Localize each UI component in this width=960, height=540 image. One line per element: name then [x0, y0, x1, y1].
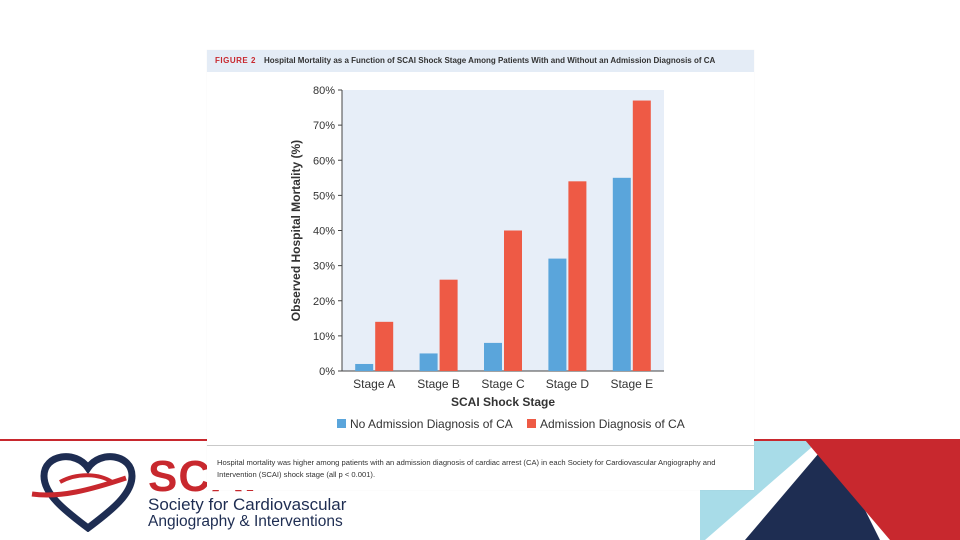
bar-no-ca — [484, 342, 502, 371]
bar-ca — [504, 230, 522, 371]
logo-tagline-line2: Angiography & Interventions — [148, 513, 343, 530]
heart-logo-icon — [31, 453, 136, 532]
y-tick-label: 0% — [319, 366, 335, 378]
x-tick-label: Stage B — [417, 377, 460, 391]
legend-label: No Admission Diagnosis of CA — [350, 417, 513, 431]
bar-no-ca — [612, 177, 631, 371]
figure-label: FIGURE 2 — [215, 56, 256, 65]
legend-swatch — [527, 419, 536, 428]
y-tick-label: 60% — [313, 155, 335, 167]
plot-background — [342, 90, 664, 371]
scai-logo: SCAI Society for Cardiovascular Angiogra… — [30, 452, 360, 538]
red-shape — [805, 440, 960, 540]
figure-header: FIGURE 2 Hospital Mortality as a Functio… — [207, 50, 754, 72]
bar-no-ca — [548, 258, 567, 371]
x-tick-label: Stage E — [610, 377, 653, 391]
figure-caption: Hospital mortality was higher among pati… — [217, 458, 716, 479]
logo-tagline-line1: Society for Cardiovascular — [148, 495, 347, 514]
navy-triangle-shape — [745, 440, 880, 540]
bar-no-ca — [419, 353, 438, 371]
bar-ca — [568, 181, 587, 371]
bar-ca — [375, 321, 394, 371]
y-tick-label: 50% — [313, 190, 335, 202]
figure-card: FIGURE 2 Hospital Mortality as a Functio… — [207, 50, 754, 490]
chart-legend: No Admission Diagnosis of CA Admission Di… — [337, 417, 685, 431]
caption-divider — [207, 445, 754, 446]
bar-no-ca — [355, 363, 374, 371]
x-axis-title: SCAI Shock Stage — [451, 395, 555, 409]
x-tick-label: Stage C — [481, 377, 525, 391]
y-tick-label: 40% — [313, 226, 335, 238]
bar-chart: 0% 10% 20% 30% 40% 50% 60% 70% 80% Stage A Stage … — [289, 85, 685, 431]
y-tick-label: 70% — [313, 120, 335, 132]
legend-label: Admission Diagnosis of CA — [540, 417, 685, 431]
figure-title: Hospital Mortality as a Function of SCAI… — [264, 56, 716, 65]
x-tick-label: Stage D — [546, 377, 590, 391]
bar-ca — [632, 100, 651, 371]
y-tick-label: 20% — [313, 296, 335, 308]
y-axis-title: Observed Hospital Mortality (%) — [289, 140, 303, 321]
bar-ca — [439, 279, 458, 371]
x-tick-label: Stage A — [353, 377, 395, 391]
y-tick-label: 80% — [313, 85, 335, 97]
y-tick-label: 30% — [313, 261, 335, 273]
legend-swatch — [337, 419, 346, 428]
y-tick-label: 10% — [313, 331, 335, 343]
